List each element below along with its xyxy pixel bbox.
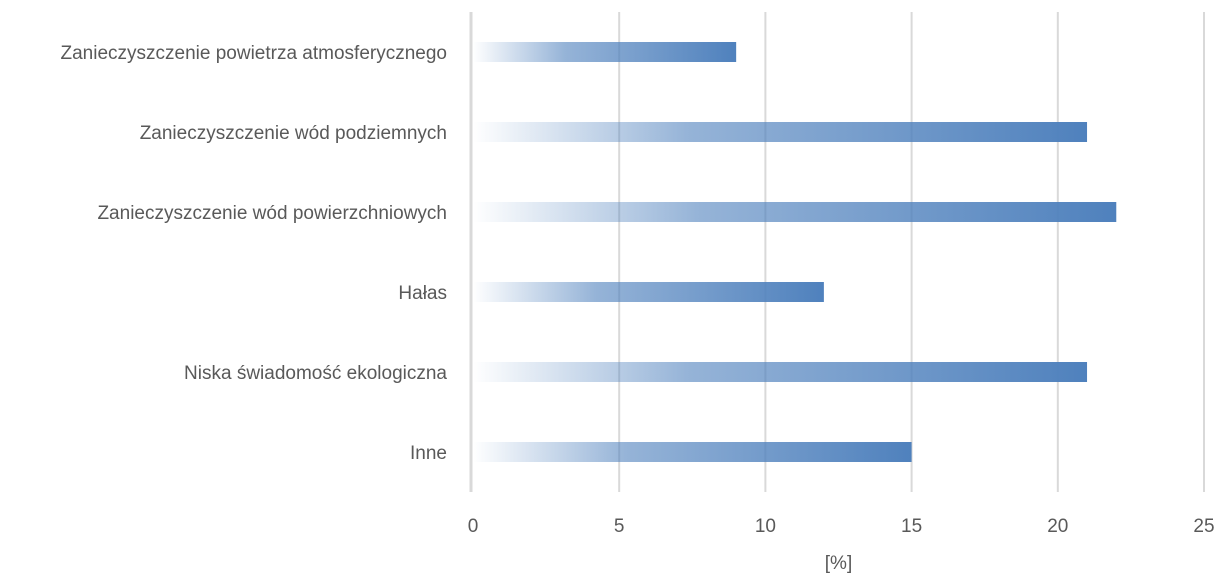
bar — [473, 282, 824, 302]
bar — [473, 202, 1117, 222]
category-label: Niska świadomość ekologiczna — [184, 363, 447, 384]
gridlines — [618, 12, 1205, 492]
bar — [473, 42, 737, 62]
x-tick-label: 20 — [1047, 516, 1068, 537]
category-label: Inne — [410, 443, 447, 464]
x-tick-label: 15 — [901, 516, 922, 537]
x-tick-label: 0 — [468, 516, 479, 537]
tick-labels: 0 5 10 15 20 25 — [468, 516, 1215, 537]
bar — [473, 442, 912, 462]
x-tick-label: 10 — [755, 516, 776, 537]
bars — [473, 42, 1117, 462]
x-axis-title: [%] — [825, 553, 852, 574]
category-label: Zanieczyszczenie wód powierzchniowych — [97, 203, 447, 224]
x-tick-label: 5 — [614, 516, 625, 537]
category-label: Zanieczyszczenie wód podziemnych — [140, 123, 447, 144]
bar — [473, 362, 1088, 382]
category-label: Hałas — [398, 283, 447, 304]
x-tick-label: 25 — [1193, 516, 1214, 537]
bar — [473, 122, 1088, 142]
category-labels: Zanieczyszczenie powietrza atmosferyczne… — [60, 43, 447, 464]
category-label: Zanieczyszczenie powietrza atmosferyczne… — [60, 43, 447, 64]
